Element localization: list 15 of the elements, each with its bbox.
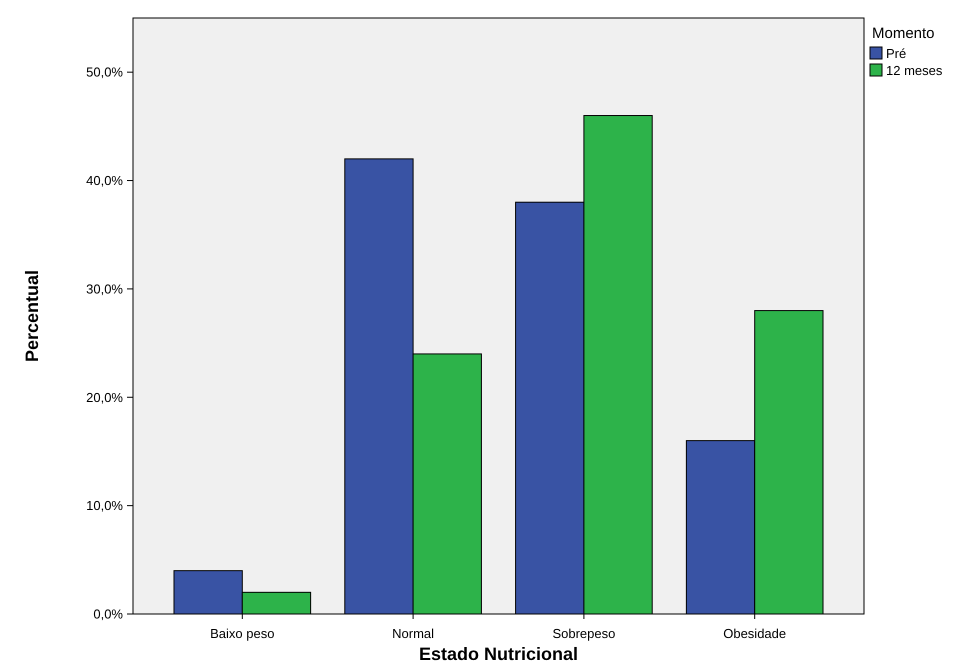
x-axis-title: Estado Nutricional — [418, 644, 578, 664]
y-tick-label: 40,0% — [86, 173, 124, 188]
x-tick-label: Baixo peso — [210, 626, 274, 641]
y-tick-label: 10,0% — [86, 498, 124, 514]
legend-label: 12 meses — [886, 63, 943, 78]
y-axis-title: Percentual — [22, 270, 42, 362]
y-tick-label: 30,0% — [86, 281, 124, 296]
x-tick-label: Obesidade — [723, 626, 786, 641]
y-tick-label: 50,0% — [86, 64, 124, 80]
y-tick-label: 0,0% — [93, 606, 124, 622]
x-tick-label: Normal — [392, 626, 434, 641]
legend-title: Momento — [872, 25, 935, 42]
x-tick-label: Sobrepeso — [552, 626, 616, 641]
legend-label: Pré — [886, 46, 906, 61]
y-tick-label: 20,0% — [86, 390, 124, 405]
